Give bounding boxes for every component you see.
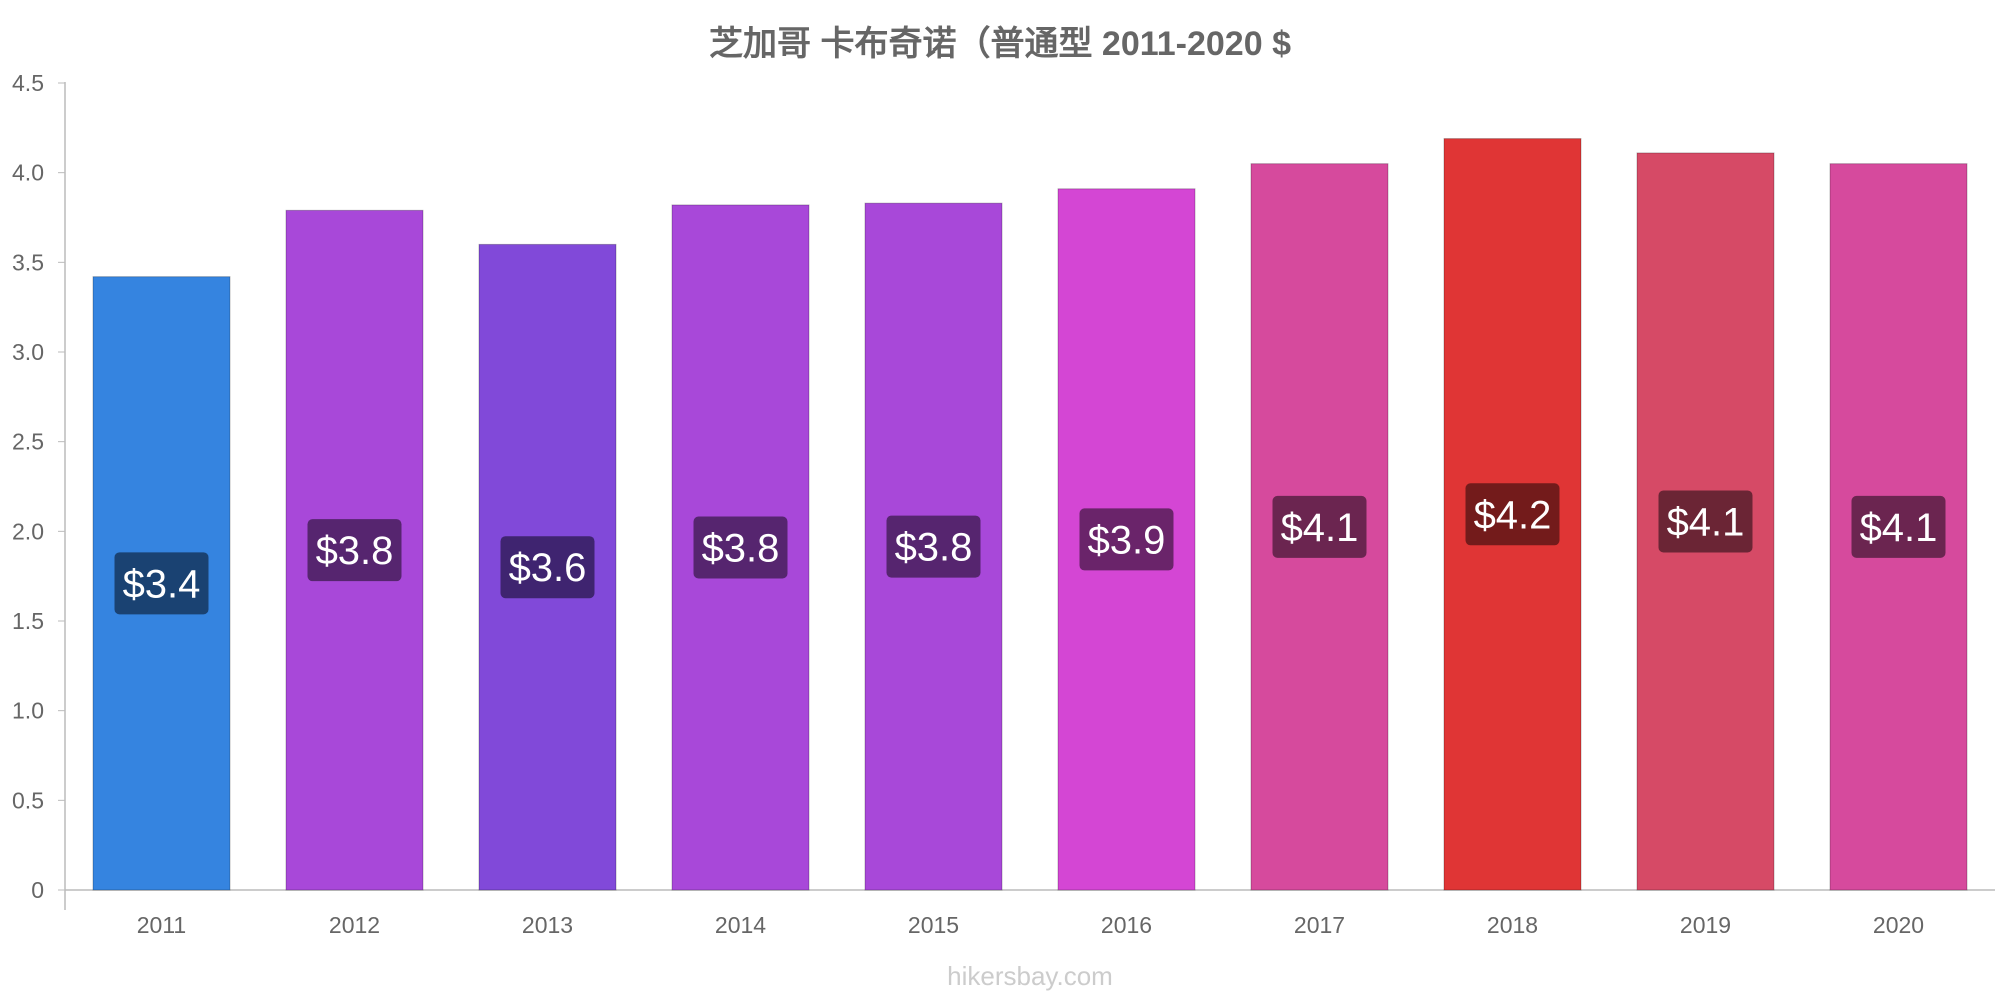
data-label-box bbox=[886, 515, 981, 578]
data-label-box bbox=[1658, 490, 1753, 553]
data-label-box bbox=[1079, 508, 1174, 571]
y-tick-label: 3.0 bbox=[12, 339, 44, 365]
data-label: $3.6 bbox=[509, 546, 587, 590]
x-tick-label: 2014 bbox=[715, 912, 766, 938]
data-label: $3.8 bbox=[702, 526, 780, 570]
data-label: $3.4 bbox=[123, 562, 201, 606]
y-tick-label: 0.5 bbox=[12, 787, 44, 813]
data-label: $4.1 bbox=[1281, 506, 1359, 550]
data-label-box bbox=[693, 516, 788, 579]
data-label-box bbox=[307, 519, 402, 582]
x-tick-label: 2018 bbox=[1487, 912, 1538, 938]
y-tick-label: 2.5 bbox=[12, 429, 44, 455]
y-tick-label: 2.0 bbox=[12, 518, 44, 544]
data-labels-group: $3.4 $3.8 $3.6 $3.8 $3.8 $3.9 $4.1 $4.2 $4.1 $4.1 bbox=[114, 483, 1946, 615]
data-label-box bbox=[1851, 495, 1946, 558]
y-tick-label: 1.0 bbox=[12, 698, 44, 724]
data-label: $4.2 bbox=[1474, 493, 1552, 537]
x-tick-label: 2019 bbox=[1680, 912, 1731, 938]
data-label: $3.9 bbox=[1088, 518, 1166, 562]
x-axis-ticks: 2011 2012 2013 2014 2015 2016 2017 2018 2019 2020 bbox=[137, 912, 1924, 938]
watermark: hikersbay.com bbox=[947, 961, 1113, 991]
data-label-box bbox=[1465, 483, 1560, 546]
y-tick-label: 4.0 bbox=[12, 160, 44, 186]
x-tick-label: 2017 bbox=[1294, 912, 1345, 938]
data-label: $4.1 bbox=[1667, 500, 1745, 544]
x-tick-label: 2020 bbox=[1873, 912, 1924, 938]
y-axis-ticks: 0 0.5 1.0 1.5 2.0 2.5 3.0 3.5 4.0 4.5 bbox=[12, 70, 65, 903]
y-tick-label: 1.5 bbox=[12, 608, 44, 634]
x-tick-label: 2016 bbox=[1101, 912, 1152, 938]
x-tick-label: 2012 bbox=[329, 912, 380, 938]
data-label-box bbox=[1272, 495, 1367, 558]
data-label-box bbox=[114, 552, 209, 615]
data-label: $3.8 bbox=[895, 526, 973, 570]
chart-title: 芝加哥 卡布奇诺（普通型 2011-2020 $ bbox=[709, 24, 1291, 63]
y-tick-label: 4.5 bbox=[12, 70, 44, 96]
data-label-box bbox=[500, 536, 595, 599]
y-tick-label: 3.5 bbox=[12, 249, 44, 275]
data-label: $4.1 bbox=[1860, 506, 1938, 550]
data-label: $3.8 bbox=[316, 529, 394, 573]
y-tick-label: 0 bbox=[31, 877, 44, 903]
x-tick-label: 2011 bbox=[137, 912, 186, 938]
x-tick-label: 2013 bbox=[522, 912, 573, 938]
x-tick-label: 2015 bbox=[908, 912, 959, 938]
